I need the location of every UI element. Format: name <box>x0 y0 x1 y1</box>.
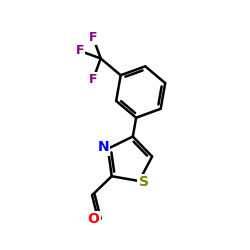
Text: F: F <box>89 73 97 86</box>
Text: F: F <box>89 31 97 44</box>
Text: N: N <box>98 140 109 154</box>
Text: F: F <box>76 44 84 57</box>
Text: O: O <box>88 212 100 226</box>
Text: S: S <box>138 175 148 189</box>
